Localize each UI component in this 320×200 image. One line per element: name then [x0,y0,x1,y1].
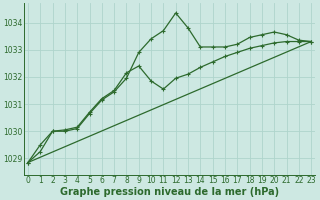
X-axis label: Graphe pression niveau de la mer (hPa): Graphe pression niveau de la mer (hPa) [60,187,279,197]
